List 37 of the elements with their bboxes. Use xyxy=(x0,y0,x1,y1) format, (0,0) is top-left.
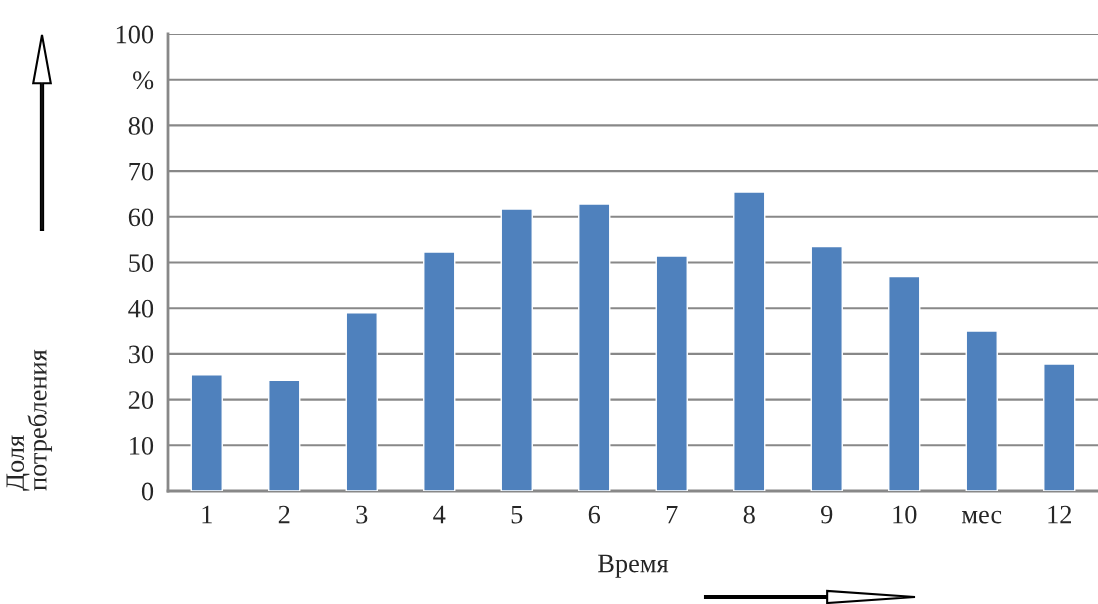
y-tick-label: 40 xyxy=(128,299,154,318)
x-tick-label: 5 xyxy=(511,505,523,524)
y-tick-label: % xyxy=(133,71,154,90)
x-tick-label: 8 xyxy=(743,505,755,524)
y-tick-label: 70 xyxy=(129,162,154,181)
y-tick-label: 50 xyxy=(129,254,154,272)
bar xyxy=(423,251,456,491)
y-tick-label: 30 xyxy=(128,345,154,364)
x-tick-label: мес xyxy=(961,510,1002,524)
y-tick-label: 10 xyxy=(130,436,154,455)
x-tick-label: 2 xyxy=(278,505,290,524)
x-tick-label: 10 xyxy=(893,505,917,524)
y-tick-label: 20 xyxy=(128,391,154,410)
x-tick-label: 9 xyxy=(821,505,833,524)
y-tick-label: 60 xyxy=(128,208,154,227)
bar xyxy=(810,245,843,491)
bar xyxy=(965,330,998,491)
bar xyxy=(1043,363,1076,491)
bar xyxy=(733,191,766,491)
y-axis-title: Доля потребления xyxy=(6,349,53,491)
x-tick-label: 4 xyxy=(433,505,446,524)
x-tick-label: 12 xyxy=(1048,505,1071,524)
x-tick-label: 1 xyxy=(202,505,212,524)
bar xyxy=(655,255,688,491)
bar xyxy=(888,275,921,491)
x-tick-label: 3 xyxy=(356,505,368,524)
x-tick-label: 7 xyxy=(666,505,678,524)
y-tick-label: 0 xyxy=(141,482,154,501)
x-axis-title: Время xyxy=(598,554,669,578)
y-tick-label: 80 xyxy=(128,117,154,135)
bar xyxy=(578,203,611,491)
bar xyxy=(345,312,378,491)
bar xyxy=(500,208,533,491)
bar xyxy=(268,379,301,491)
bar xyxy=(190,374,223,491)
y-tick-label: 100 xyxy=(116,25,154,44)
x-tick-label: 6 xyxy=(588,505,601,524)
